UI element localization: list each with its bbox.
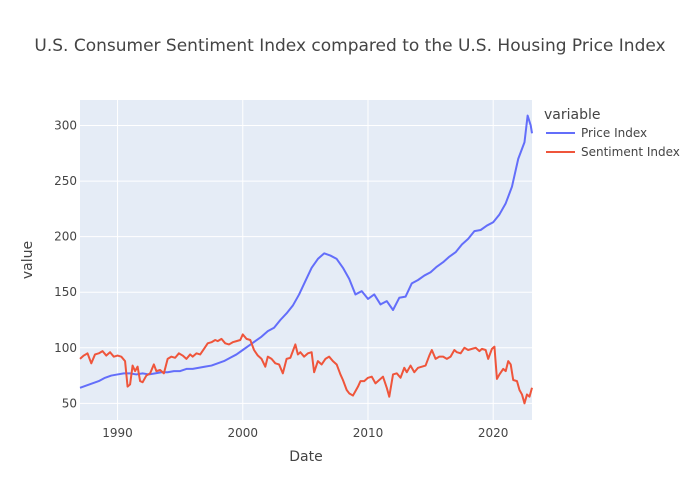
chart-title: U.S. Consumer Sentiment Index compared t… bbox=[34, 36, 665, 56]
series-line-price-index bbox=[79, 114, 533, 389]
y-tick-labels: 50 100 150 200 250 300 bbox=[54, 119, 77, 411]
y-tick-label: 50 bbox=[62, 396, 77, 410]
x-tick-label: 2020 bbox=[478, 426, 509, 440]
x-tick-label: 2010 bbox=[353, 426, 384, 440]
legend-item-sentiment-index[interactable]: Sentiment Index bbox=[546, 145, 680, 159]
x-axis-title: Date bbox=[289, 449, 322, 465]
legend: variable Price Index Sentiment Index bbox=[544, 107, 680, 159]
y-tick-label: 100 bbox=[54, 341, 77, 355]
y-axis-title: value bbox=[20, 241, 36, 279]
y-tick-label: 150 bbox=[54, 285, 77, 299]
series-layer bbox=[79, 114, 533, 405]
x-tick-labels: 1990 2000 2010 2020 bbox=[102, 426, 508, 440]
legend-label-price-index: Price Index bbox=[581, 126, 647, 140]
grid-layer bbox=[80, 100, 532, 420]
y-tick-label: 300 bbox=[54, 119, 77, 133]
x-tick-label: 1990 bbox=[102, 426, 133, 440]
y-tick-label: 200 bbox=[54, 230, 77, 244]
legend-label-sentiment-index: Sentiment Index bbox=[581, 145, 680, 159]
plot-area bbox=[80, 100, 532, 420]
y-tick-label: 250 bbox=[54, 174, 77, 188]
series-line-sentiment-index bbox=[79, 333, 533, 405]
legend-title: variable bbox=[544, 107, 600, 123]
x-tick-label: 2000 bbox=[227, 426, 258, 440]
legend-item-price-index[interactable]: Price Index bbox=[546, 126, 647, 140]
